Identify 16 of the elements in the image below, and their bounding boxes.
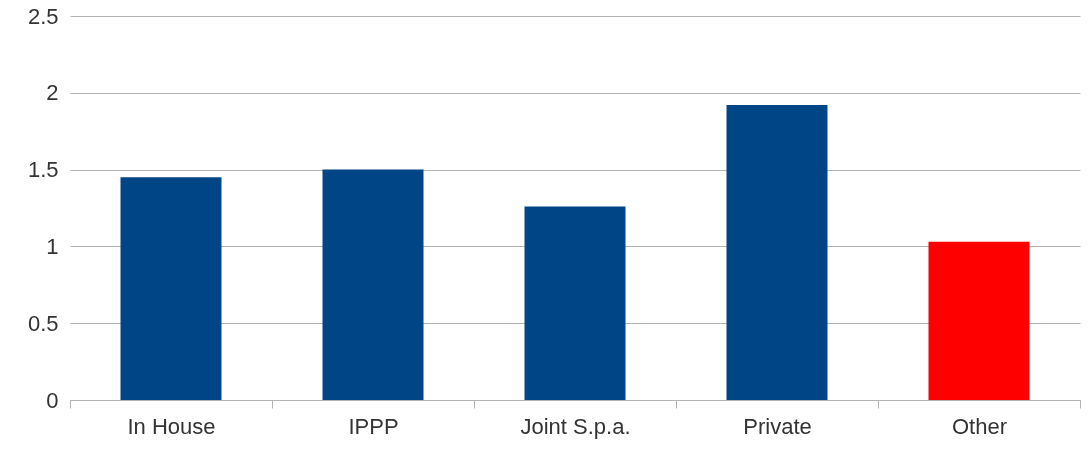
bar	[120, 177, 222, 400]
x-tick-label: Private	[743, 413, 812, 439]
x-tick-label: Joint S.p.a.	[520, 413, 631, 439]
y-tick-label: 0	[46, 387, 59, 413]
x-tick-label: IPPP	[348, 413, 399, 439]
bar	[928, 241, 1030, 400]
y-tick-label: 2.5	[27, 3, 59, 29]
y-tick-label: 1.5	[27, 157, 59, 183]
x-tick-label: Other	[951, 413, 1008, 439]
bar	[322, 169, 424, 400]
bar	[524, 206, 626, 400]
y-tick-label: 2	[46, 80, 59, 106]
y-tick-label: 0.5	[27, 310, 59, 336]
bar	[726, 105, 828, 400]
x-tick-label: In House	[127, 413, 216, 439]
y-tick-label: 1	[46, 233, 59, 259]
